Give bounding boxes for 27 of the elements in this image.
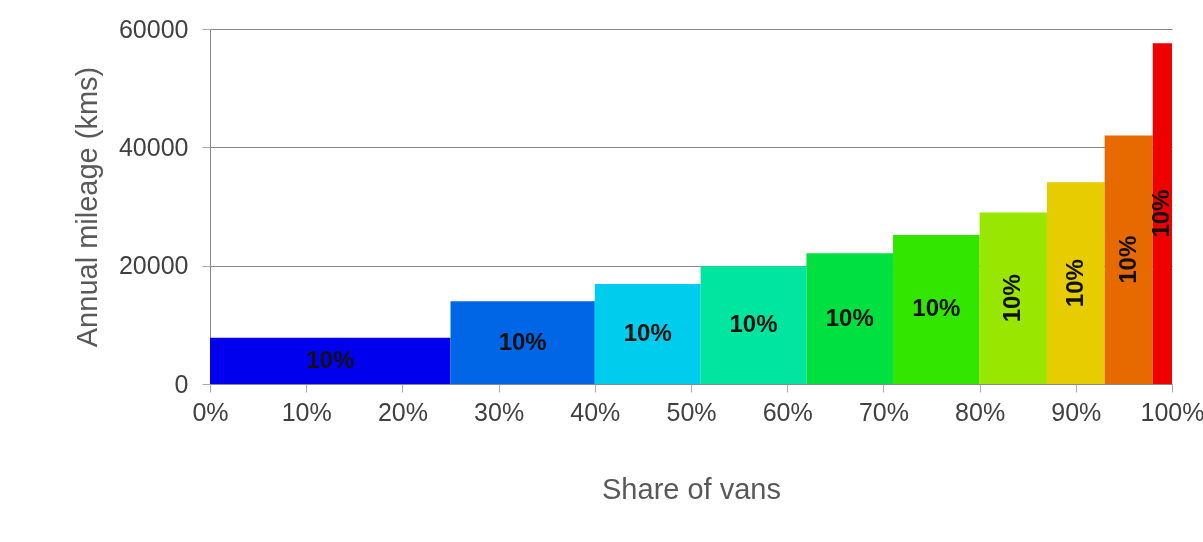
x-tick-label: 100% <box>1140 397 1203 426</box>
y-tick-label: 0 <box>174 369 189 398</box>
y-tick-label: 40000 <box>118 132 189 161</box>
annotation: 10% <box>729 310 778 338</box>
annotation: 10% <box>1113 235 1141 284</box>
y-tick-label: 60000 <box>118 14 189 43</box>
x-tick-label: 60% <box>762 397 813 426</box>
annotation: 10% <box>498 327 547 355</box>
annotation: 10% <box>998 274 1026 323</box>
x-tick-label: 50% <box>666 397 717 426</box>
x-tick-label: 20% <box>377 397 428 426</box>
x-tick-label: 70% <box>858 397 909 426</box>
annotation: 10% <box>1060 259 1088 308</box>
annotation: 10% <box>623 319 672 346</box>
y-axis-title: Annual mileage (kms) <box>70 66 103 348</box>
annotation: 10% <box>306 345 355 373</box>
x-tick-label: 90% <box>1051 397 1102 426</box>
x-axis-title: Share of vans <box>602 472 781 505</box>
x-tick-label: 80% <box>955 397 1006 426</box>
x-tick-label: 30% <box>474 397 525 426</box>
x-tick-label: 10% <box>281 397 332 426</box>
annotation: 10% <box>825 303 874 331</box>
annotation: 10% <box>1147 189 1175 238</box>
x-tick-label: 0% <box>192 397 229 426</box>
x-tick-label: 40% <box>570 397 621 426</box>
y-tick-label: 20000 <box>118 251 189 280</box>
annotation: 10% <box>912 294 961 322</box>
